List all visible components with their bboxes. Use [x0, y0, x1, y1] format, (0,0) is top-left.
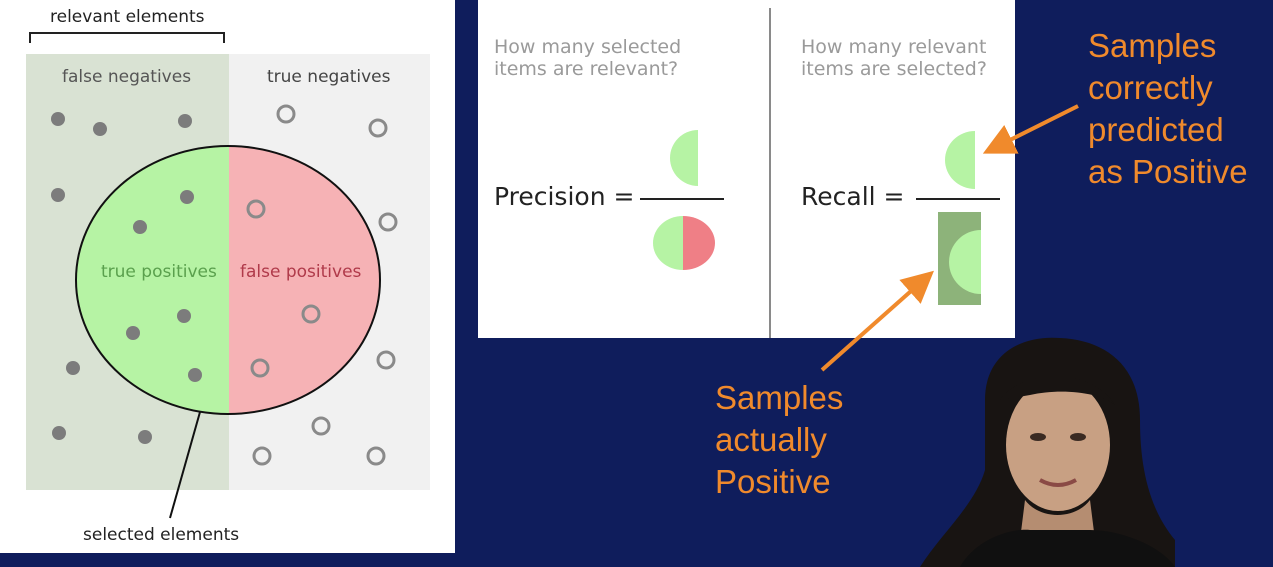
correct-positive-annotation: Samples correctly predicted as Positive — [1088, 25, 1248, 193]
selected-elements-label: selected elements — [83, 525, 240, 545]
recall-numerator-icon — [945, 131, 975, 189]
recall-question: How many relevant items are selected? — [801, 36, 987, 80]
presenter-neck — [1020, 500, 1095, 540]
presenter-eye-right — [1070, 433, 1086, 441]
precision-numerator-icon — [670, 130, 698, 186]
hollow-circle-icon — [246, 199, 266, 219]
recall-question-line-2: items are selected? — [801, 58, 987, 80]
presenter-clothes — [960, 529, 1175, 567]
venn-panel: relevant elements false negatives true n… — [0, 0, 455, 553]
hollow-circle-icon — [250, 358, 270, 378]
precision-question: How many selected items are relevant? — [494, 36, 681, 80]
actual-annotation-line-2: actually — [715, 421, 827, 458]
false-positives-region — [229, 146, 380, 414]
hollow-circle-icon — [366, 446, 386, 466]
hollow-circle-icon — [368, 118, 388, 138]
filled-dot-icon — [178, 114, 192, 128]
filled-dot-icon — [52, 426, 66, 440]
hollow-circle-icon — [378, 212, 398, 232]
presenter-hair — [920, 337, 1175, 567]
true-positives-label: true positives — [101, 262, 217, 282]
relevant-elements-label: relevant elements — [50, 7, 205, 27]
filled-dot-icon — [66, 361, 80, 375]
actual-annotation-line-3: Positive — [715, 463, 831, 500]
correct-annotation-line-2: correctly — [1088, 69, 1213, 106]
relevant-bracket — [29, 32, 225, 43]
hollow-circle-icon — [301, 304, 321, 324]
venn-diagram — [26, 32, 430, 519]
irrelevant-circles — [246, 104, 398, 466]
recall-denominator-tp-icon — [949, 230, 981, 294]
precision-recall-panel: How many selected items are relevant? Ho… — [478, 0, 1015, 338]
precision-denominator-tp-icon — [653, 216, 683, 270]
correct-annotation-line-1: Samples — [1088, 27, 1217, 64]
actual-annotation-line-1: Samples — [715, 379, 844, 416]
relevant-dots — [51, 112, 202, 444]
filled-dot-icon — [51, 188, 65, 202]
recall-question-line-1: How many relevant — [801, 36, 987, 58]
filled-dot-icon — [177, 309, 191, 323]
precision-formula-label: Precision = — [494, 182, 635, 211]
presenter-face — [1006, 379, 1110, 511]
filled-dot-icon — [188, 368, 202, 382]
filled-dot-icon — [93, 122, 107, 136]
hollow-circle-icon — [252, 446, 272, 466]
actual-positive-annotation: Samples actually Positive — [715, 377, 843, 503]
filled-dot-icon — [138, 430, 152, 444]
selected-circle-outline — [75, 145, 381, 415]
true-positives-region — [76, 146, 229, 414]
precision-recall-figure — [640, 8, 1000, 338]
filled-dot-icon — [51, 112, 65, 126]
false-negatives-label: false negatives — [62, 67, 192, 87]
precision-question-line-1: How many selected — [494, 36, 682, 58]
filled-dot-icon — [180, 190, 194, 204]
filled-dot-icon — [126, 326, 140, 340]
hollow-circle-icon — [276, 104, 296, 124]
hollow-circle-icon — [311, 416, 331, 436]
correct-annotation-line-3: predicted — [1088, 111, 1224, 148]
presenter-mouth — [1039, 478, 1077, 487]
hollow-circle-icon — [376, 350, 396, 370]
presenter-eye-left — [1030, 433, 1046, 441]
selected-leader-line — [169, 411, 201, 519]
false-positives-label: false positives — [240, 262, 362, 282]
true-negatives-label: true negatives — [267, 67, 391, 87]
recall-formula-label: Recall = — [801, 182, 905, 211]
presenter-bangs — [1000, 376, 1115, 405]
precision-denominator-fp-icon — [683, 216, 715, 270]
filled-dot-icon — [133, 220, 147, 234]
correct-annotation-line-4: as Positive — [1088, 153, 1248, 190]
precision-question-line-2: items are relevant? — [494, 58, 679, 80]
